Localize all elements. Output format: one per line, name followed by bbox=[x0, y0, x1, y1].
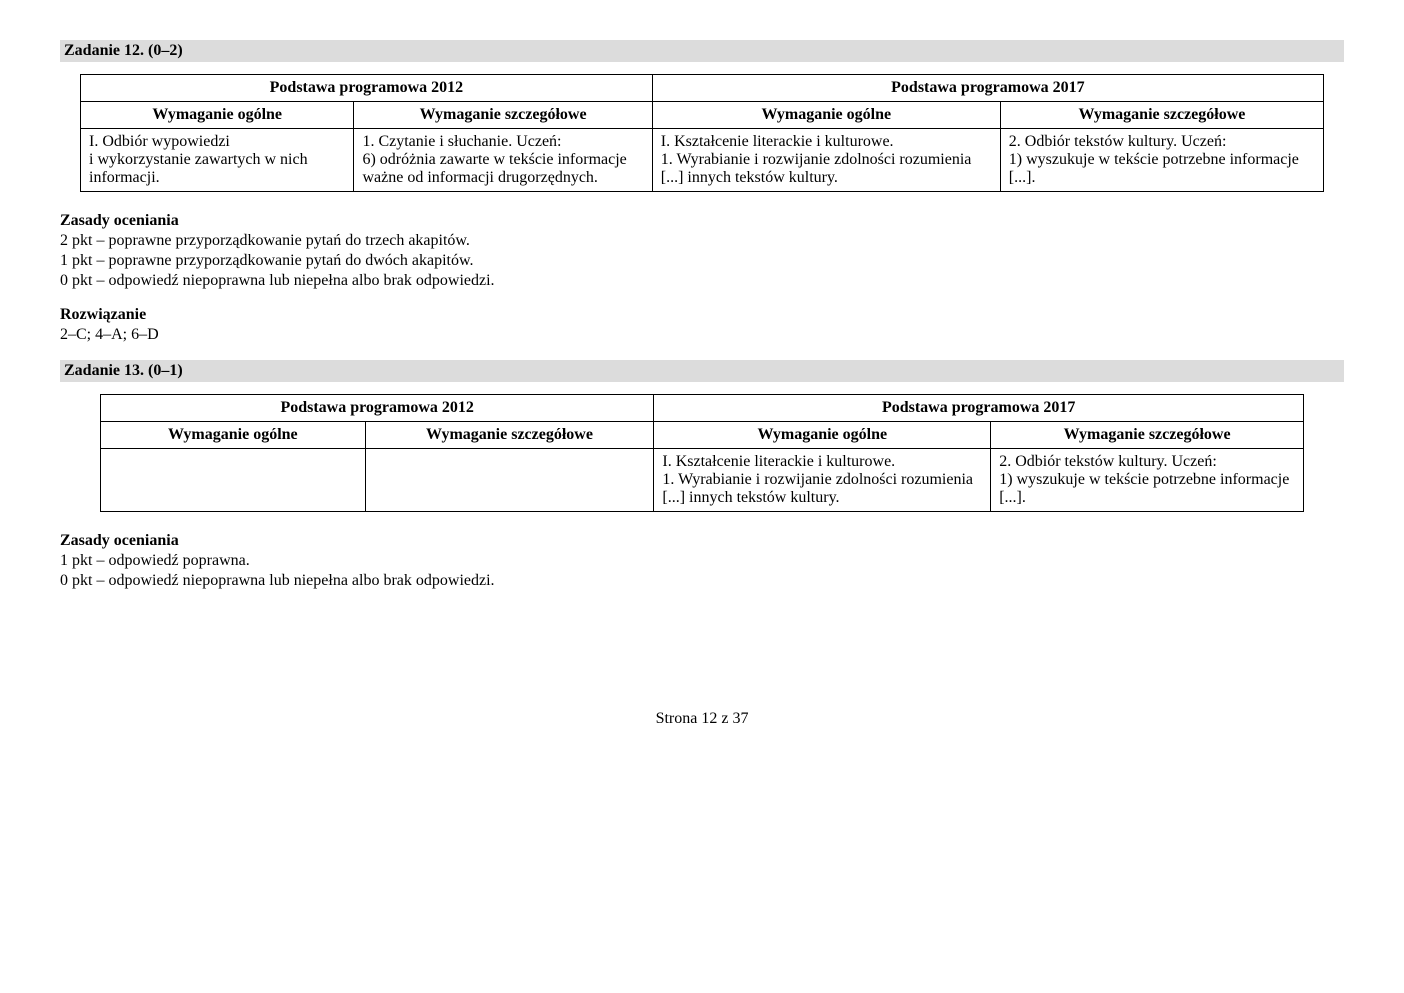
table-cell-4: 2. Odbiór tekstów kultury. Uczeń: 1) wys… bbox=[1000, 129, 1323, 192]
table-subheader-1: Wymaganie ogólne bbox=[81, 102, 354, 129]
task-13-scoring-line-1: 1 pkt – odpowiedź poprawna. bbox=[60, 552, 1344, 570]
task-13-scoring-title: Zasady oceniania bbox=[60, 532, 1344, 550]
table-cell-3: I. Kształcenie literackie i kulturowe. 1… bbox=[652, 129, 1000, 192]
task-12-scoring-line-1: 2 pkt – poprawne przyporządkowanie pytań… bbox=[60, 232, 1344, 250]
table-header-2012: Podstawa programowa 2012 bbox=[101, 395, 654, 422]
task-12-header: Zadanie 12. (0–2) bbox=[60, 40, 1344, 62]
task-13-scoring-line-2: 0 pkt – odpowiedź niepoprawna lub niepeł… bbox=[60, 572, 1344, 590]
table-cell-1 bbox=[101, 449, 366, 512]
table-header-2017: Podstawa programowa 2017 bbox=[654, 395, 1304, 422]
table-subheader-2: Wymaganie szczegółowe bbox=[365, 422, 654, 449]
table-cell-1: I. Odbiór wypowiedzi i wykorzystanie zaw… bbox=[81, 129, 354, 192]
task-12-scoring-line-3: 0 pkt – odpowiedź niepoprawna lub niepeł… bbox=[60, 272, 1344, 290]
table-subheader-4: Wymaganie szczegółowe bbox=[991, 422, 1304, 449]
table-header-2012: Podstawa programowa 2012 bbox=[81, 75, 653, 102]
table-cell-3: I. Kształcenie literackie i kulturowe. 1… bbox=[654, 449, 991, 512]
task-12-solution-text: 2–C; 4–A; 6–D bbox=[60, 326, 1344, 344]
table-header-2017: Podstawa programowa 2017 bbox=[652, 75, 1323, 102]
task-13-table: Podstawa programowa 2012 Podstawa progra… bbox=[100, 394, 1304, 512]
table-subheader-3: Wymaganie ogólne bbox=[652, 102, 1000, 129]
table-cell-2 bbox=[365, 449, 654, 512]
task-12-scoring-line-2: 1 pkt – poprawne przyporządkowanie pytań… bbox=[60, 252, 1344, 270]
page-footer: Strona 12 z 37 bbox=[60, 710, 1344, 728]
task-12-table: Podstawa programowa 2012 Podstawa progra… bbox=[80, 74, 1324, 192]
task-12-solution-title: Rozwiązanie bbox=[60, 306, 1344, 324]
task-12-scoring-title: Zasady oceniania bbox=[60, 212, 1344, 230]
table-subheader-3: Wymaganie ogólne bbox=[654, 422, 991, 449]
table-subheader-2: Wymaganie szczegółowe bbox=[354, 102, 652, 129]
table-cell-2: 1. Czytanie i słuchanie. Uczeń: 6) odróż… bbox=[354, 129, 652, 192]
table-subheader-4: Wymaganie szczegółowe bbox=[1000, 102, 1323, 129]
task-13-header: Zadanie 13. (0–1) bbox=[60, 360, 1344, 382]
table-cell-4: 2. Odbiór tekstów kultury. Uczeń: 1) wys… bbox=[991, 449, 1304, 512]
table-subheader-1: Wymaganie ogólne bbox=[101, 422, 366, 449]
